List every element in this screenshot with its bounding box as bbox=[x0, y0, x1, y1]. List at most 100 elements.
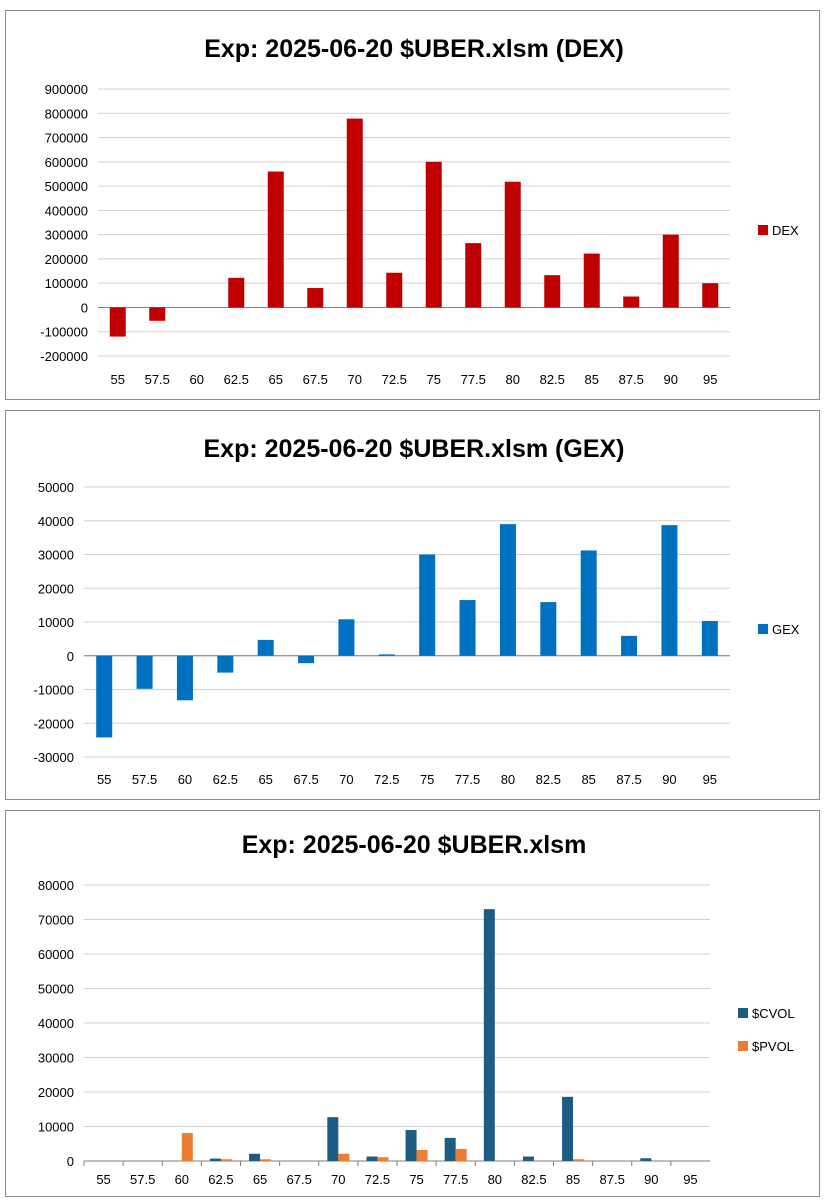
x-tick-label: 85 bbox=[585, 372, 599, 387]
bar-dex-77.5 bbox=[465, 243, 482, 308]
x-tick-label: 95 bbox=[703, 372, 717, 387]
bar-dex-55 bbox=[109, 307, 126, 337]
x-tick-label: 60 bbox=[175, 1172, 189, 1187]
y-tick-label: 900000 bbox=[45, 82, 88, 97]
y-tick-label: 500000 bbox=[45, 179, 88, 194]
x-tick-label: 55 bbox=[96, 1172, 110, 1187]
y-tick-label: 30000 bbox=[38, 548, 74, 563]
bar-cvol-75 bbox=[405, 1129, 417, 1161]
bar-pvol-77.5 bbox=[455, 1148, 467, 1161]
x-tick-label: 70 bbox=[339, 772, 353, 787]
legend-swatch bbox=[758, 225, 768, 235]
legend-swatch bbox=[738, 1008, 748, 1018]
x-tick-label: 82.5 bbox=[521, 1172, 546, 1187]
y-tick-label: 300000 bbox=[45, 228, 88, 243]
x-tick-label: 55 bbox=[111, 372, 125, 387]
y-tick-label: 10000 bbox=[38, 1120, 74, 1135]
x-tick-label: 90 bbox=[644, 1172, 658, 1187]
bar-cvol-70 bbox=[327, 1117, 339, 1161]
y-tick-label: 20000 bbox=[38, 1085, 74, 1100]
bar-cvol-72.5 bbox=[366, 1156, 378, 1161]
x-tick-label: 80 bbox=[488, 1172, 502, 1187]
bar-pvol-75 bbox=[416, 1149, 428, 1161]
y-tick-label: 20000 bbox=[38, 581, 74, 596]
x-tick-label: 65 bbox=[253, 1172, 267, 1187]
x-tick-label: 75 bbox=[409, 1172, 423, 1187]
bar-dex-67.5 bbox=[307, 288, 324, 308]
x-tick-label: 75 bbox=[420, 772, 434, 787]
x-tick-label: 65 bbox=[269, 372, 283, 387]
y-tick-label: -10000 bbox=[34, 683, 74, 698]
bar-cvol-62.5 bbox=[209, 1158, 221, 1161]
x-tick-label: 55 bbox=[97, 772, 111, 787]
chart-title: Exp: 2025-06-20 $UBER.xlsm (GEX) bbox=[203, 435, 624, 463]
x-tick-label: 77.5 bbox=[461, 372, 486, 387]
bar-gex-77.5 bbox=[459, 600, 476, 656]
gex-chart-panel: Exp: 2025-06-20 $UBER.xlsm (GEX) -30000 -2… bbox=[5, 410, 820, 800]
bar-pvol-85 bbox=[573, 1159, 585, 1161]
bar-dex-90 bbox=[662, 234, 679, 308]
x-tick-label: 57.5 bbox=[145, 372, 170, 387]
y-tick-label: 70000 bbox=[38, 913, 74, 928]
legend-label: DEX bbox=[772, 223, 799, 238]
bar-dex-65 bbox=[267, 171, 284, 308]
bar-dex-85 bbox=[583, 253, 600, 308]
x-tick-label: 77.5 bbox=[455, 772, 480, 787]
y-tick-label: 60000 bbox=[38, 947, 74, 962]
legend-label: GEX bbox=[772, 622, 800, 637]
x-tick-label: 90 bbox=[662, 772, 676, 787]
bar-gex-95 bbox=[701, 620, 718, 656]
x-tick-label: 87.5 bbox=[619, 372, 644, 387]
bar-gex-82.5 bbox=[540, 602, 557, 656]
y-tick-label: 0 bbox=[67, 1154, 74, 1169]
x-tick-label: 70 bbox=[348, 372, 362, 387]
x-tick-label: 75 bbox=[427, 372, 441, 387]
y-tick-label: -30000 bbox=[34, 750, 74, 765]
x-tick-label: 70 bbox=[331, 1172, 345, 1187]
x-tick-label: 80 bbox=[501, 772, 515, 787]
y-tick-label: 30000 bbox=[38, 1051, 74, 1066]
y-tick-label: 600000 bbox=[45, 155, 88, 170]
y-tick-label: 40000 bbox=[38, 514, 74, 529]
bar-dex-87.5 bbox=[623, 296, 640, 308]
x-tick-label: 57.5 bbox=[132, 772, 157, 787]
x-tick-label: 82.5 bbox=[536, 772, 561, 787]
dex-chart: Exp: 2025-06-20 $UBER.xlsm (DEX) -200000 -… bbox=[40, 35, 799, 387]
y-tick-label: -200000 bbox=[40, 349, 88, 364]
bar-gex-72.5 bbox=[378, 654, 395, 656]
bar-dex-70 bbox=[346, 118, 363, 308]
x-tick-label: 85 bbox=[581, 772, 595, 787]
bar-cvol-77.5 bbox=[444, 1137, 456, 1161]
gex-chart: Exp: 2025-06-20 $UBER.xlsm (GEX) -30000 -2… bbox=[34, 435, 800, 787]
bar-cvol-65 bbox=[249, 1153, 261, 1161]
x-tick-label: 95 bbox=[703, 772, 717, 787]
chart-title: Exp: 2025-06-20 $UBER.xlsm (DEX) bbox=[204, 35, 624, 63]
y-tick-label: -20000 bbox=[34, 716, 74, 731]
x-tick-label: 77.5 bbox=[443, 1172, 468, 1187]
y-tick-label: 100000 bbox=[45, 276, 88, 291]
x-tick-label: 60 bbox=[178, 772, 192, 787]
bar-dex-80 bbox=[504, 181, 521, 308]
bar-dex-95 bbox=[702, 283, 719, 308]
bar-gex-80 bbox=[499, 524, 516, 656]
y-tick-label: 40000 bbox=[38, 1016, 74, 1031]
bar-dex-57.5 bbox=[149, 307, 166, 321]
bar-gex-65 bbox=[257, 639, 274, 656]
bar-dex-82.5 bbox=[544, 275, 561, 308]
bar-gex-62.5 bbox=[217, 655, 234, 673]
bar-gex-85 bbox=[580, 550, 597, 656]
x-tick-label: 60 bbox=[190, 372, 204, 387]
bar-gex-87.5 bbox=[621, 635, 638, 656]
bar-gex-67.5 bbox=[298, 655, 315, 664]
bar-dex-62.5 bbox=[228, 277, 245, 308]
bar-pvol-60 bbox=[181, 1133, 193, 1161]
bar-gex-57.5 bbox=[136, 655, 153, 689]
x-tick-label: 80 bbox=[506, 372, 520, 387]
legend-label: $CVOL bbox=[752, 1006, 795, 1021]
volume-chart: Exp: 2025-06-20 $UBER.xlsm 0 10000 20000 300… bbox=[38, 831, 795, 1187]
y-tick-label: 200000 bbox=[45, 252, 88, 267]
x-tick-label: 87.5 bbox=[600, 1172, 625, 1187]
bar-cvol-85 bbox=[562, 1096, 574, 1161]
x-tick-label: 65 bbox=[258, 772, 272, 787]
legend-swatch bbox=[738, 1041, 748, 1051]
